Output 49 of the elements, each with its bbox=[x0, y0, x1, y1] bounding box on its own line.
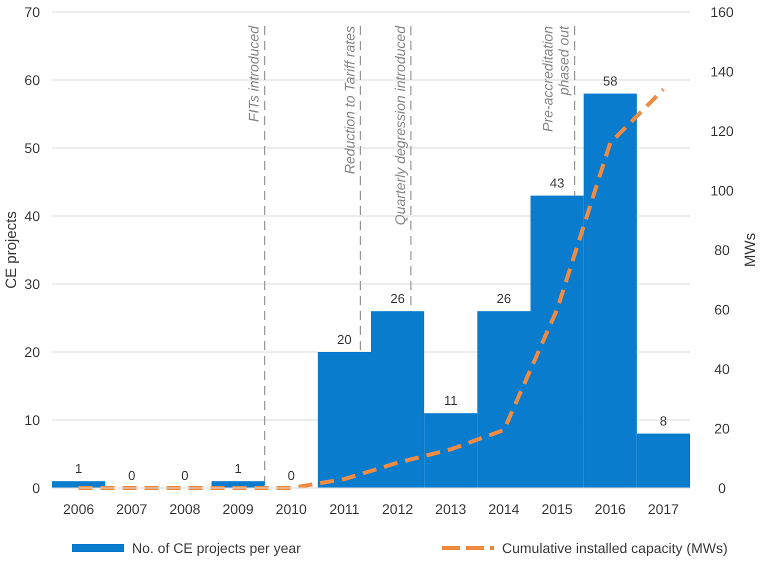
data-label: 43 bbox=[550, 176, 564, 191]
y-tick-label: 70 bbox=[24, 4, 40, 20]
y-tick-label: 60 bbox=[24, 72, 40, 88]
data-label: 26 bbox=[390, 291, 405, 306]
x-tick-label: 2017 bbox=[648, 501, 680, 517]
y2-tick-label: 60 bbox=[714, 301, 730, 318]
data-label: 8 bbox=[660, 414, 668, 429]
x-tick-label: 2014 bbox=[488, 501, 520, 517]
data-label: 1 bbox=[234, 461, 242, 476]
y2-tick-label: 20 bbox=[714, 420, 730, 436]
data-label: 0 bbox=[128, 468, 136, 483]
data-label: 58 bbox=[603, 74, 618, 89]
y2-tick-label: 0 bbox=[718, 480, 726, 496]
data-label: 11 bbox=[444, 393, 458, 408]
y-axis-title: CE projects bbox=[3, 211, 20, 289]
ref-line-label: Quarterly degression introduced bbox=[392, 24, 408, 226]
y-tick-label: 10 bbox=[24, 412, 40, 428]
ref-line-label: FITs introduced bbox=[246, 24, 262, 122]
data-label: 1 bbox=[74, 461, 82, 476]
ref-line-label: Reduction to Tariff rates bbox=[341, 26, 358, 174]
y2-tick-label: 120 bbox=[710, 122, 734, 139]
y-tick-label: 20 bbox=[24, 344, 40, 360]
ref-line-label: Pre-accreditation phased out bbox=[540, 24, 572, 132]
y2-axis-title: MWs bbox=[742, 232, 759, 268]
legend-label: No. of CE projects per year bbox=[132, 540, 302, 556]
x-tick-label: 2010 bbox=[276, 501, 308, 517]
y2-tick-label: 40 bbox=[714, 360, 730, 377]
x-tick-label: 2011 bbox=[329, 501, 360, 517]
x-tick-label: 2009 bbox=[222, 501, 254, 517]
x-tick-label: 2007 bbox=[116, 501, 148, 517]
legend-label: Cumulative installed capacity (MWs) bbox=[502, 540, 728, 556]
x-tick-label: 2008 bbox=[169, 501, 201, 517]
y-tick-label: 50 bbox=[24, 140, 40, 156]
x-tick-label: 2013 bbox=[435, 501, 467, 517]
y2-tick-label: 80 bbox=[714, 242, 730, 258]
data-label: 26 bbox=[496, 291, 512, 306]
y2-tick-label: 140 bbox=[710, 63, 734, 80]
y2-tick-label: 160 bbox=[710, 4, 734, 20]
y-tick-label: 0 bbox=[32, 480, 40, 496]
x-tick-label: 2015 bbox=[542, 501, 573, 517]
data-label: 0 bbox=[181, 468, 189, 483]
y2-tick-label: 100 bbox=[710, 182, 734, 198]
x-tick-label: 2012 bbox=[382, 501, 414, 517]
x-tick-label: 2016 bbox=[594, 501, 626, 517]
y-tick-label: 30 bbox=[24, 276, 40, 292]
y-tick-label: 40 bbox=[24, 208, 40, 224]
data-label: 0 bbox=[288, 468, 295, 483]
x-tick-label: 2006 bbox=[63, 501, 94, 517]
data-label: 20 bbox=[337, 332, 352, 347]
